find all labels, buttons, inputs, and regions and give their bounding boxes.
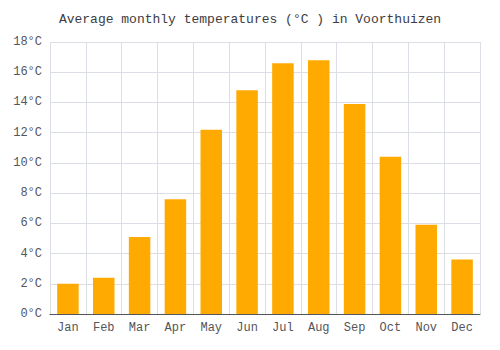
svg-text:6°C: 6°C <box>20 216 42 230</box>
svg-text:Apr: Apr <box>165 321 187 335</box>
svg-text:18°C: 18°C <box>13 35 42 49</box>
svg-text:May: May <box>200 321 222 335</box>
svg-text:14°C: 14°C <box>13 95 42 109</box>
svg-text:12°C: 12°C <box>13 126 42 140</box>
svg-text:10°C: 10°C <box>13 156 42 170</box>
svg-text:Oct: Oct <box>380 321 402 335</box>
svg-text:Average monthly temperatures (: Average monthly temperatures (°C ) in Vo… <box>59 12 441 27</box>
svg-text:Jul: Jul <box>272 321 294 335</box>
svg-text:16°C: 16°C <box>13 65 42 79</box>
svg-text:Feb: Feb <box>93 321 115 335</box>
svg-text:Nov: Nov <box>415 321 437 335</box>
svg-text:Jun: Jun <box>236 321 258 335</box>
svg-text:2°C: 2°C <box>20 277 42 291</box>
svg-text:Sep: Sep <box>344 321 366 335</box>
svg-text:8°C: 8°C <box>20 186 42 200</box>
svg-text:Dec: Dec <box>451 321 473 335</box>
svg-text:Mar: Mar <box>129 321 151 335</box>
svg-text:Aug: Aug <box>308 321 330 335</box>
svg-text:Jan: Jan <box>57 321 79 335</box>
svg-text:0°C: 0°C <box>20 307 42 321</box>
svg-text:4°C: 4°C <box>20 247 42 261</box>
